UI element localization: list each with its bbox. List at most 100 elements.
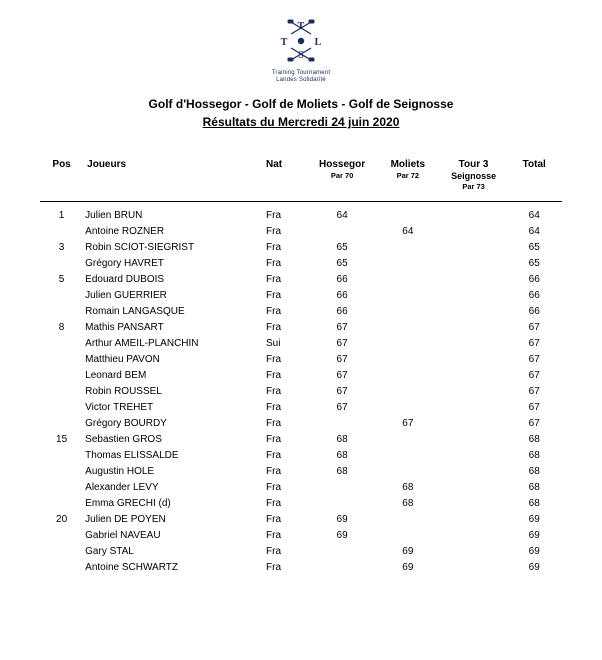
cell-course2: 69: [375, 543, 441, 559]
cell-nat: Fra: [264, 223, 309, 239]
cell-player: Edouard DUBOIS: [83, 271, 264, 287]
cell-pos: [40, 543, 83, 559]
cell-player: Matthieu PAVON: [83, 351, 264, 367]
cell-pos: [40, 335, 83, 351]
cell-player: Sebastien GROS: [83, 431, 264, 447]
cell-course1: [309, 495, 375, 511]
cell-course2: 69: [375, 559, 441, 575]
cell-total: 65: [506, 239, 562, 255]
cell-player: Thomas ELISSALDE: [83, 447, 264, 463]
cell-pos: 1: [40, 207, 83, 223]
cell-course1: 66: [309, 303, 375, 319]
cell-total: 64: [506, 223, 562, 239]
cell-player: Leonard BEM: [83, 367, 264, 383]
cell-course2: [375, 207, 441, 223]
cell-course2: 64: [375, 223, 441, 239]
table-row: Julien GUERRIERFra6666: [40, 287, 562, 303]
cell-pos: [40, 383, 83, 399]
logo-svg: T T L S: [269, 18, 333, 68]
cell-course1: [309, 415, 375, 431]
cell-course1: 65: [309, 255, 375, 271]
table-header: Pos Joueurs Nat Hossegor Par 70 Moliets …: [40, 155, 562, 202]
cell-course2: [375, 255, 441, 271]
cell-course3: [441, 255, 507, 271]
cell-course3: [441, 207, 507, 223]
cell-course1: 66: [309, 287, 375, 303]
cell-player: Robin ROUSSEL: [83, 383, 264, 399]
cell-pos: [40, 559, 83, 575]
cell-nat: Fra: [264, 559, 309, 575]
table-row: Thomas ELISSALDEFra6868: [40, 447, 562, 463]
cell-total: 67: [506, 319, 562, 335]
table-row: 5Edouard DUBOISFra6666: [40, 271, 562, 287]
cell-nat: Fra: [264, 399, 309, 415]
page-subtitle: Résultats du Mercredi 24 juin 2020: [40, 115, 562, 129]
cell-course1: 66: [309, 271, 375, 287]
cell-total: 67: [506, 335, 562, 351]
cell-course1: 68: [309, 447, 375, 463]
table-row: Antoine SCHWARTZFra6969: [40, 559, 562, 575]
cell-course2: [375, 367, 441, 383]
cell-course1: 67: [309, 319, 375, 335]
col-course3: Tour 3 Seignosse Par 73: [441, 155, 507, 202]
cell-course3: [441, 511, 507, 527]
cell-course2: [375, 399, 441, 415]
col-course2-name: Moliets: [391, 159, 425, 170]
cell-pos: [40, 463, 83, 479]
col-course3-line1: Tour 3: [459, 159, 489, 170]
logo-container: T T L S Training Tournament Landes Solid…: [40, 18, 562, 83]
cell-nat: Fra: [264, 287, 309, 303]
cell-nat: Fra: [264, 527, 309, 543]
cell-pos: [40, 447, 83, 463]
cell-course3: [441, 367, 507, 383]
cell-pos: [40, 223, 83, 239]
cell-total: 67: [506, 351, 562, 367]
cell-course3: [441, 351, 507, 367]
table-row: Antoine ROZNERFra6464: [40, 223, 562, 239]
cell-player: Gabriel NAVEAU: [83, 527, 264, 543]
table-row: Gabriel NAVEAUFra6969: [40, 527, 562, 543]
cell-nat: Fra: [264, 239, 309, 255]
results-table: Pos Joueurs Nat Hossegor Par 70 Moliets …: [40, 155, 562, 575]
cell-total: 65: [506, 255, 562, 271]
cell-course1: 68: [309, 463, 375, 479]
logo-letter-right: L: [315, 37, 322, 48]
cell-course1: [309, 479, 375, 495]
table-row: Leonard BEMFra6767: [40, 367, 562, 383]
page-title: Golf d'Hossegor - Golf de Moliets - Golf…: [40, 97, 562, 111]
table-row: 3Robin SCIOT-SIEGRISTFra6565: [40, 239, 562, 255]
cell-pos: 3: [40, 239, 83, 255]
cell-course3: [441, 527, 507, 543]
cell-total: 66: [506, 271, 562, 287]
table-row: Gary STALFra6969: [40, 543, 562, 559]
cell-course3: [441, 431, 507, 447]
cell-nat: Fra: [264, 255, 309, 271]
cell-nat: Fra: [264, 367, 309, 383]
cell-pos: [40, 527, 83, 543]
cell-total: 66: [506, 303, 562, 319]
cell-course2: [375, 287, 441, 303]
cell-total: 67: [506, 415, 562, 431]
cell-total: 68: [506, 447, 562, 463]
cell-course2: 68: [375, 495, 441, 511]
cell-pos: 15: [40, 431, 83, 447]
cell-player: Victor TREHET: [83, 399, 264, 415]
cell-pos: [40, 255, 83, 271]
tournament-logo: T T L S Training Tournament Landes Solid…: [261, 18, 341, 83]
cell-course1: 69: [309, 527, 375, 543]
cell-course1: 65: [309, 239, 375, 255]
col-course1-name: Hossegor: [319, 159, 365, 170]
cell-nat: Fra: [264, 479, 309, 495]
cell-course2: [375, 351, 441, 367]
table-row: 20Julien DE POYENFra6969: [40, 511, 562, 527]
cell-course1: 67: [309, 383, 375, 399]
cell-course2: 68: [375, 479, 441, 495]
cell-total: 68: [506, 479, 562, 495]
cell-course3: [441, 287, 507, 303]
cell-nat: Fra: [264, 431, 309, 447]
cell-total: 69: [506, 559, 562, 575]
col-course3-line2: Seignosse: [443, 171, 505, 181]
table-row: Robin ROUSSELFra6767: [40, 383, 562, 399]
cell-nat: Fra: [264, 495, 309, 511]
cell-nat: Fra: [264, 447, 309, 463]
